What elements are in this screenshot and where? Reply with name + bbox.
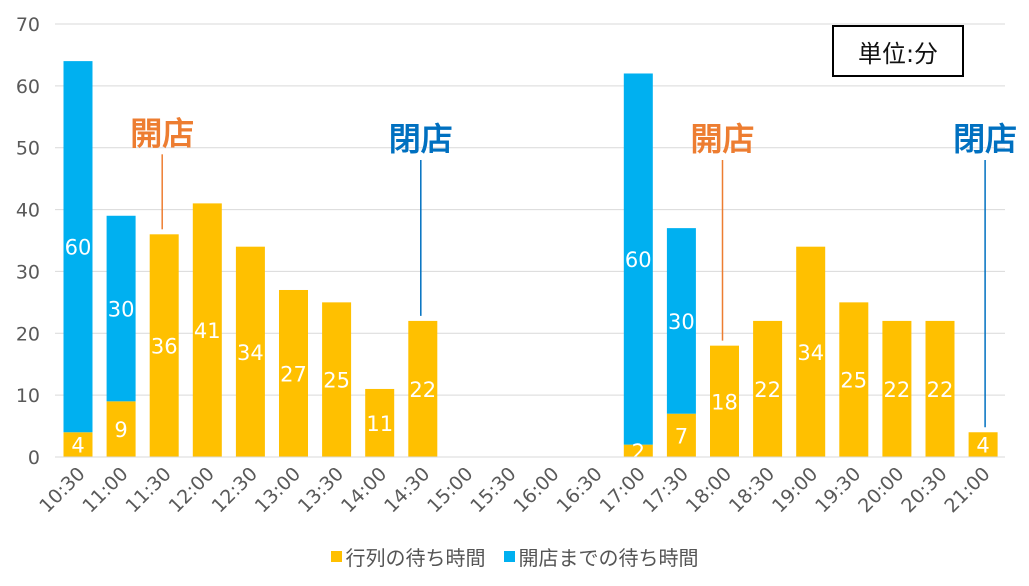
bar-preopen — [623, 73, 653, 445]
y-tick-label: 20 — [16, 323, 40, 345]
y-tick-label: 0 — [28, 447, 40, 469]
bar-queue — [63, 432, 93, 457]
data-label: 11 — [366, 412, 393, 436]
x-tick-label: 11:00 — [78, 463, 132, 517]
data-label: 27 — [280, 362, 307, 386]
bar-queue — [106, 401, 136, 457]
legend-swatch-preopen — [503, 550, 515, 562]
unit-label-box: 単位:分 — [832, 25, 964, 77]
bar-queue — [753, 320, 783, 457]
data-label: 7 — [675, 424, 688, 448]
bar-queue — [796, 246, 826, 457]
data-label: 60 — [625, 248, 652, 272]
bar-queue — [149, 234, 179, 457]
data-label: 22 — [754, 378, 781, 402]
y-tick-label: 60 — [16, 76, 40, 98]
data-label: 22 — [884, 378, 911, 402]
x-tick-label: 19:00 — [768, 463, 822, 517]
data-label: 36 — [151, 335, 178, 359]
bar-queue — [408, 320, 438, 457]
bar-queue — [666, 413, 696, 457]
data-label: 22 — [409, 378, 436, 402]
bar-preopen — [106, 215, 136, 402]
bar-queue — [365, 388, 395, 457]
annotation-label: 閉店 — [389, 120, 453, 158]
y-tick-label: 30 — [16, 261, 40, 283]
y-axis: 0 10 20 30 40 50 60 70 — [16, 14, 40, 469]
x-tick-label: 14:30 — [380, 463, 434, 517]
legend-item-preopen: 開店までの待ち時間 — [503, 542, 699, 571]
bar-preopen — [63, 61, 93, 433]
x-tick-label: 11:30 — [121, 463, 175, 517]
x-tick-label: 19:30 — [811, 463, 865, 517]
x-tick-label: 21:00 — [940, 463, 994, 517]
data-label: 25 — [840, 369, 867, 393]
annotation-label: 開店 — [130, 114, 194, 152]
x-tick-label: 13:00 — [251, 463, 305, 517]
bar-queue — [623, 444, 653, 457]
x-tick-label: 15:30 — [466, 463, 520, 517]
data-label: 34 — [797, 341, 824, 365]
x-tick-label: 14:00 — [337, 463, 391, 517]
x-tick-label: 18:00 — [682, 463, 736, 517]
data-label: 4 — [976, 434, 989, 458]
x-tick-label: 16:30 — [552, 463, 606, 517]
annotation-label: 閉店 — [953, 120, 1017, 158]
bars — [63, 61, 998, 457]
x-tick-label: 16:00 — [509, 463, 563, 517]
x-tick-label: 20:30 — [897, 463, 951, 517]
bar-preopen — [666, 228, 696, 414]
data-label: 9 — [114, 418, 127, 442]
data-label: 25 — [323, 369, 350, 393]
x-tick-label: 10:30 — [35, 463, 89, 517]
x-tick-label: 12:30 — [208, 463, 262, 517]
y-tick-label: 10 — [16, 385, 40, 407]
bar-queue — [192, 203, 222, 457]
x-tick-label: 12:00 — [165, 463, 219, 517]
data-label: 30 — [108, 298, 135, 322]
legend-label-preopen: 開店までの待ち時間 — [518, 545, 699, 570]
legend-item-queue: 行列の待ち時間 — [330, 542, 486, 571]
x-tick-label: 17:30 — [639, 463, 693, 517]
bar-queue — [925, 320, 955, 457]
annotations: 開店 閉店 開店 閉店 — [130, 114, 1017, 428]
unit-label: 単位:分 — [857, 39, 939, 68]
legend-label-queue: 行列の待ち時間 — [345, 545, 486, 570]
bar-queue — [322, 302, 352, 457]
bar-queue — [710, 345, 739, 457]
data-label: 22 — [927, 378, 954, 402]
x-tick-label: 13:30 — [294, 463, 348, 517]
bar-queue — [839, 302, 869, 457]
bar-queue — [882, 320, 912, 457]
data-label: 34 — [237, 341, 264, 365]
data-label: 30 — [668, 310, 695, 334]
bar-queue — [235, 246, 265, 457]
legend: 行列の待ち時間 開店までの待ち時間 — [0, 541, 1029, 571]
bar-queue — [279, 289, 308, 457]
annotation-label: 開店 — [690, 120, 754, 158]
x-tick-label: 18:30 — [725, 463, 779, 517]
data-label: 2 — [632, 440, 645, 464]
data-label: 18 — [711, 390, 738, 414]
data-label: 4 — [71, 434, 84, 458]
legend-swatch-queue — [330, 550, 342, 562]
data-label: 60 — [65, 236, 92, 260]
y-tick-label: 40 — [16, 200, 40, 222]
x-tick-label: 15:00 — [423, 463, 477, 517]
bar-queue — [968, 432, 998, 457]
x-axis: 10:3011:0011:3012:0012:3013:0013:3014:00… — [35, 456, 1005, 517]
data-label: 41 — [194, 319, 221, 343]
x-tick-label: 17:00 — [596, 463, 650, 517]
y-tick-label: 70 — [16, 14, 40, 36]
x-tick-label: 20:00 — [854, 463, 908, 517]
y-tick-label: 50 — [16, 138, 40, 160]
